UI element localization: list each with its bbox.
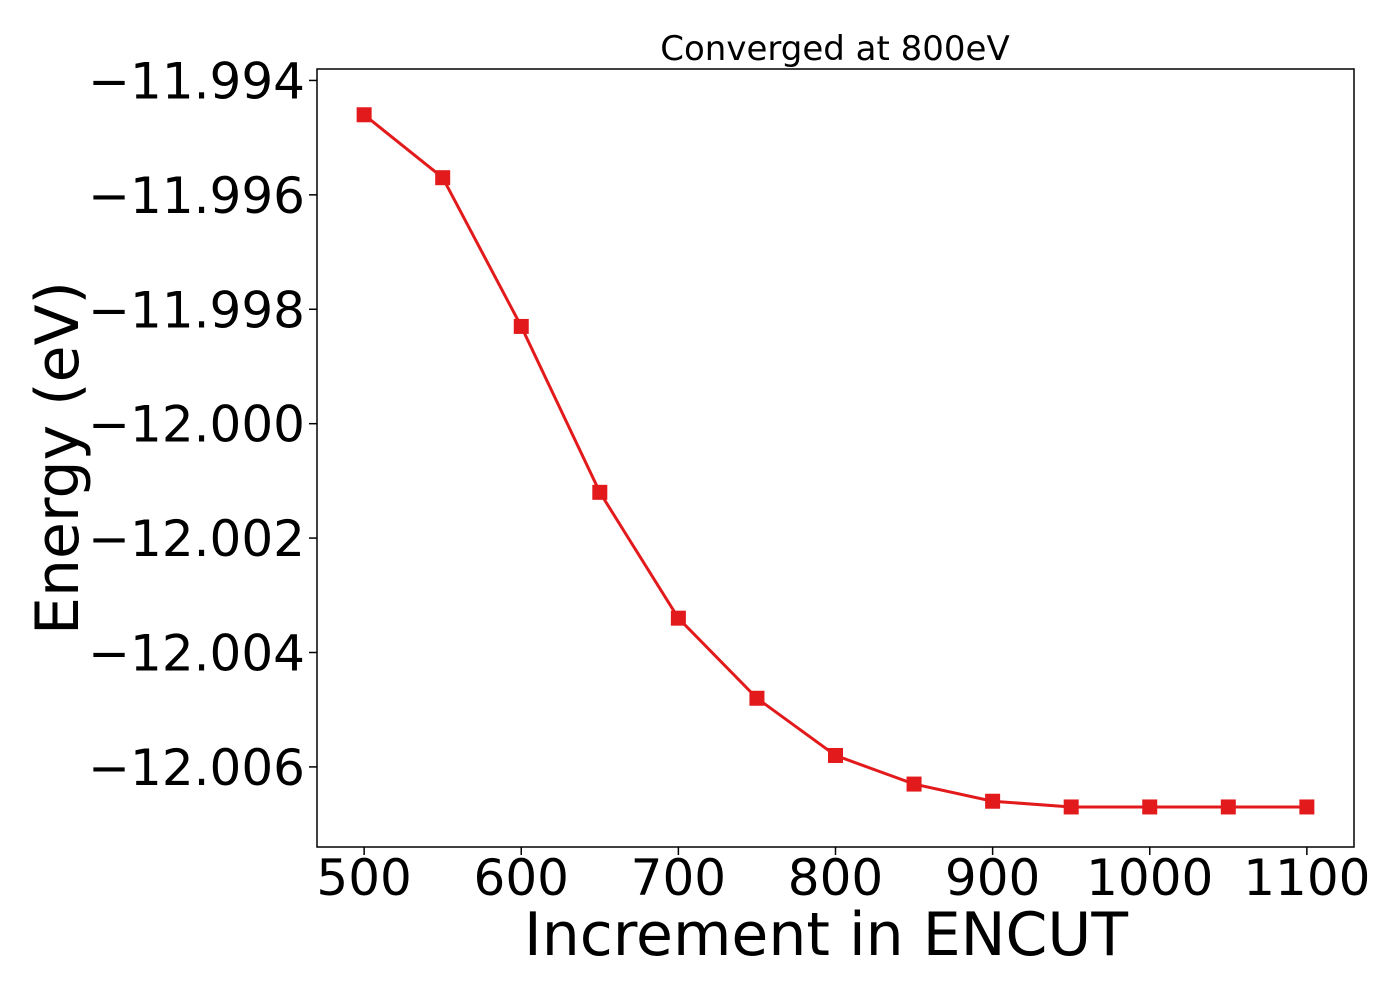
data-point-marker [985, 793, 1001, 809]
data-point-marker [513, 318, 529, 334]
x-tick-label: 900 [945, 849, 1040, 907]
x-axis-label: Increment in ENCUT [524, 900, 1128, 970]
series-layer [356, 107, 1315, 815]
data-point-marker [592, 484, 608, 500]
x-tick-label: 1000 [1086, 849, 1213, 907]
data-point-marker [906, 776, 922, 792]
data-point-marker [435, 170, 451, 186]
x-tick-label: 1100 [1243, 849, 1370, 907]
x-tick-label: 500 [316, 849, 411, 907]
data-point-marker [1220, 799, 1236, 815]
y-tick-label: −12.004 [88, 625, 305, 683]
y-axis-label: Energy (eV) [23, 281, 93, 635]
data-point-marker [828, 747, 843, 763]
y-axis: −11.994 −11.996 −11.998 −12.000 −12.002 −12.0… [88, 52, 317, 797]
x-tick-label: 600 [474, 849, 569, 907]
y-tick-label: −12.002 [88, 510, 305, 568]
data-point-marker [1299, 799, 1315, 815]
y-tick-label: −11.996 [88, 167, 305, 225]
chart-title: Converged at 800eV [660, 29, 1009, 69]
y-tick-label: −11.994 [88, 52, 305, 110]
x-tick-label: 700 [631, 849, 726, 907]
x-tick-label: 800 [788, 849, 883, 907]
data-point-marker [1063, 799, 1079, 815]
y-tick-label: −11.998 [88, 281, 305, 339]
series-line [363, 113, 1307, 809]
y-tick-label: −12.006 [88, 739, 305, 797]
plot-area-frame [316, 68, 1355, 848]
y-tick-label: −12.000 [88, 396, 305, 454]
data-point-marker [356, 107, 372, 123]
data-point-marker [670, 610, 686, 626]
data-point-marker [1142, 799, 1158, 815]
data-point-marker [749, 690, 765, 706]
x-axis: 500 600 700 800 900 1000 1100 [316, 847, 1370, 907]
